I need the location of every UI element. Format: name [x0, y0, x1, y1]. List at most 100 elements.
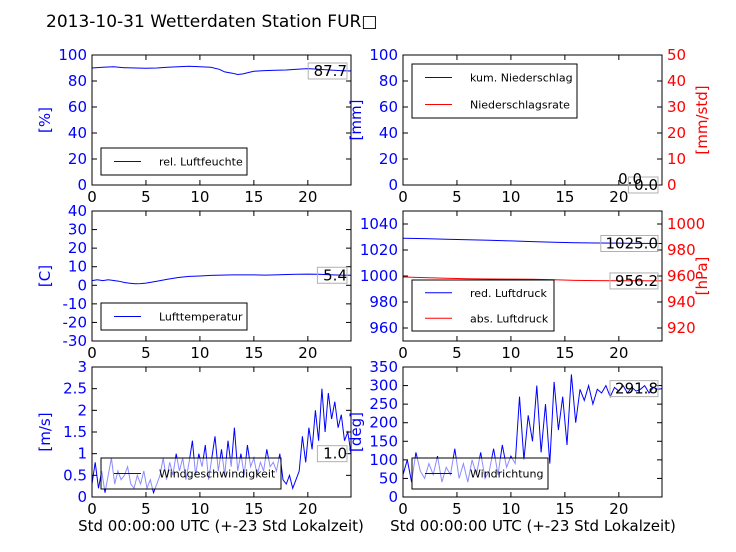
x-tick-label-winddir: 5	[452, 500, 462, 518]
x-tick-label-humidity: 20	[298, 188, 317, 206]
y-tick-label-windspeed: 0.5	[63, 466, 87, 484]
current-value-humidity: 87.7	[314, 62, 347, 80]
x-tick-label-precip: 20	[609, 188, 628, 206]
y-tick-label-temperature: -30	[63, 332, 88, 350]
y2-tick-label-pressure: 1000	[667, 215, 705, 233]
y-tick-label-precip: 0	[388, 176, 398, 194]
x-tick-label-precip: 10	[501, 188, 520, 206]
y-tick-label-winddir: 250	[369, 395, 398, 413]
figure-title: 2013-10-31 Wetterdaten Station FUR□	[46, 12, 377, 32]
x-tick-label-winddir: 10	[501, 500, 520, 518]
legend-box-pressure	[411, 279, 555, 332]
y-tick-label-humidity: 100	[58, 46, 87, 64]
y-tick-label-windspeed: 2	[77, 401, 87, 419]
y-tick-label-humidity: 40	[68, 124, 87, 142]
current-value-precip: 0.0	[634, 176, 658, 194]
x-tick-label-windspeed: 15	[244, 500, 263, 518]
y-tick-label-winddir: 200	[369, 414, 398, 432]
y-tick-label-windspeed: 1	[77, 445, 87, 463]
legend-label-pressure-1: abs. Luftdruck	[470, 312, 549, 325]
y-tick-label-precip: 20	[379, 150, 398, 168]
y-tick-label-precip: 60	[379, 98, 398, 116]
current-value-temperature-box	[316, 266, 348, 284]
y-tick-label-precip: 40	[379, 124, 398, 142]
x-tick-label-pressure: 15	[555, 344, 574, 362]
x-tick-label-pressure: 0	[398, 344, 408, 362]
legend-windspeed: Windgeschwindigkeit	[100, 457, 282, 490]
current-value2-precip: 0.0	[618, 170, 642, 188]
y-tick-label-humidity: 0	[77, 176, 87, 194]
y-tick-label-pressure: 1020	[360, 241, 398, 259]
legend-label-windspeed-0: Windgeschwindigkeit	[159, 468, 276, 481]
y-tick-label-temperature: 40	[68, 202, 87, 220]
x-tick-label-precip: 5	[452, 188, 462, 206]
y-tick-label-temperature: 10	[68, 258, 87, 276]
legend-humidity: rel. Luftfeuchte	[100, 147, 248, 176]
y2-tick-label-precip: 10	[667, 150, 686, 168]
current-value2-pressure: 956.2	[615, 272, 658, 290]
current-value2-pressure-box	[609, 272, 659, 290]
legend-label-precip-1: Niederschlagsrate	[470, 99, 570, 112]
y-tick-label-humidity: 20	[68, 150, 87, 168]
y2-tick-label-precip: 30	[667, 98, 686, 116]
y2-tick-label-precip: 50	[667, 46, 686, 64]
y2-axis-label-precip: [mm/std]	[693, 85, 711, 154]
x-tick-label-temperature: 0	[87, 344, 97, 362]
y-axis-label-windspeed: [m/s]	[36, 412, 54, 451]
plot-frame-winddir	[402, 366, 663, 498]
chart-humidity: 0 5 10 15 20 0 20 40 60 80 100 [%] 87.7 rel. Luftfeuc…	[36, 46, 352, 206]
y2-tick-label-pressure: 940	[667, 293, 696, 311]
x-tick-label-precip: 0	[398, 188, 408, 206]
legend-precip: kum. Niederschlag Niederschlagsrate	[411, 63, 578, 119]
current-value-pressure: 1025.0	[606, 235, 659, 253]
plot-frame-humidity	[91, 54, 352, 186]
y-tick-label-temperature: 30	[68, 221, 87, 239]
y-tick-label-precip: 80	[379, 72, 398, 90]
series-line-temperature-0	[91, 273, 352, 285]
y-tick-label-winddir: 350	[369, 358, 398, 376]
y2-tick-label-precip: 0	[667, 176, 677, 194]
current-value-temperature: 5.4	[323, 266, 347, 284]
series-line-pressure-1	[402, 276, 663, 282]
y-tick-label-temperature: 20	[68, 239, 87, 257]
chart-pressure: 0 5 10 15 20 960 980 1000 1020 1040 920 940 960 980 10…	[360, 210, 711, 362]
plot-frame-temperature	[91, 210, 352, 342]
legend-box-precip	[411, 63, 578, 119]
x-tick-label-humidity: 10	[190, 188, 209, 206]
current-value-winddir: 291.8	[615, 380, 658, 398]
x-tick-label-temperature: 15	[244, 344, 263, 362]
y2-tick-label-pressure: 980	[667, 241, 696, 259]
y-axis-label-winddir: [deg]	[347, 412, 365, 452]
series-line-pressure-0	[402, 237, 663, 244]
y-tick-label-winddir: 100	[369, 451, 398, 469]
y-tick-label-temperature: -10	[63, 295, 88, 313]
y-tick-label-windspeed: 3	[77, 358, 87, 376]
x-tick-label-pressure: 20	[609, 344, 628, 362]
current-value-windspeed: 1.0	[323, 445, 347, 463]
y-tick-label-windspeed: 1.5	[63, 423, 87, 441]
x-tick-label-humidity: 15	[244, 188, 263, 206]
legend-label-winddir-0: Windrichtung	[470, 468, 543, 481]
y-tick-label-temperature: -20	[63, 313, 88, 331]
current-value-pressure-box	[600, 235, 659, 252]
y-tick-label-windspeed: 0	[77, 488, 87, 506]
legend-label-precip-0: kum. Niederschlag	[470, 72, 573, 85]
y2-tick-label-pressure: 960	[667, 267, 696, 285]
y-tick-label-winddir: 0	[388, 488, 398, 506]
y-tick-label-pressure: 1040	[360, 215, 398, 233]
y-tick-label-temperature: 0	[77, 276, 87, 294]
y-axis-label-precip: [mm]	[347, 100, 365, 141]
y-tick-label-precip: 100	[369, 46, 398, 64]
x-tick-label-temperature: 5	[141, 344, 151, 362]
legend-label-temperature-0: Lufttemperatur	[159, 311, 243, 324]
x-tick-label-pressure: 10	[501, 344, 520, 362]
current-value-humidity-box	[307, 62, 348, 80]
x-axis-label-right: Std 00:00:00 UTC (+-23 Std Lokalzeit)	[390, 517, 676, 535]
x-tick-label-windspeed: 0	[87, 500, 97, 518]
legend-pressure: red. Luftdruck abs. Luftdruck	[411, 279, 555, 332]
y-tick-label-humidity: 80	[68, 72, 87, 90]
x-tick-label-humidity: 0	[87, 188, 97, 206]
